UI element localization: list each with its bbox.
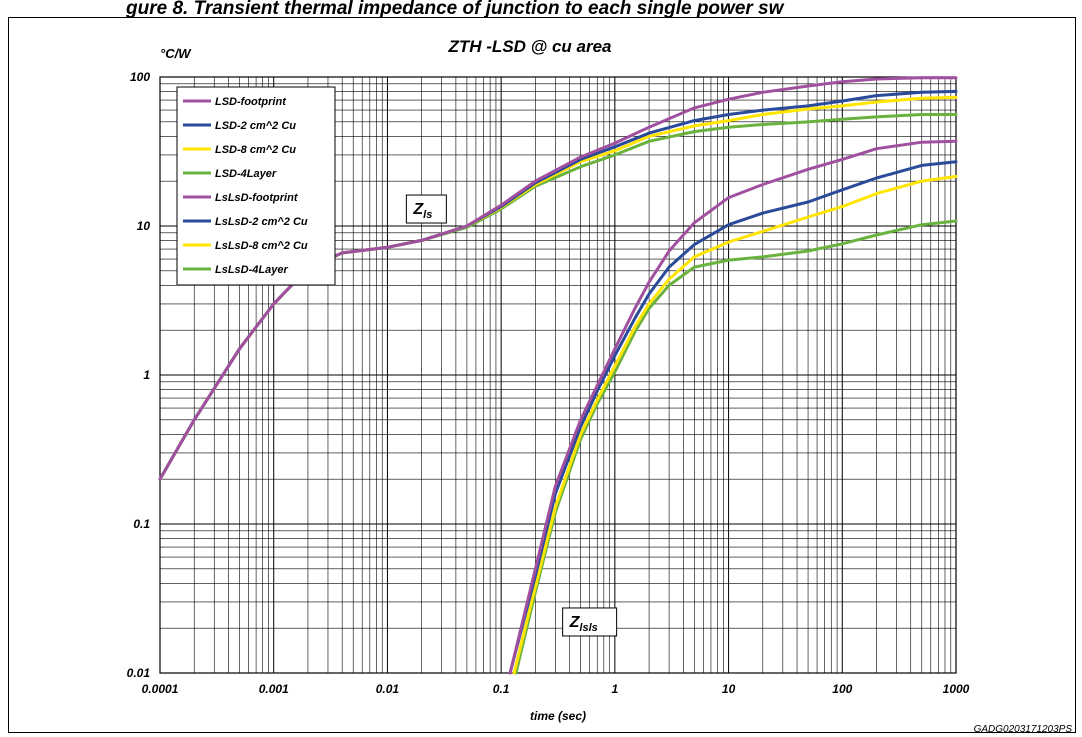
- series-line-lslsd-8-cm-2-cu: [512, 175, 958, 675]
- x-tick-label: 1: [612, 682, 619, 696]
- y-tick-label: 0.01: [127, 666, 151, 680]
- legend-label: LSD-footprint: [215, 96, 287, 108]
- annotation-z-lsls: Zlsls: [562, 607, 618, 637]
- legend-entry-lslsd-4layer: LsLsD-4Layer: [183, 264, 288, 276]
- legend-entry-lsd-4layer: LSD-4Layer: [183, 168, 277, 180]
- x-tick-label: 1000: [943, 682, 970, 696]
- y-tick-label: 0.1: [133, 517, 150, 531]
- series-line-lslsd-footprint: [508, 139, 958, 675]
- figure-code: GADG0203171203PS: [974, 724, 1073, 735]
- y-tick-labels: 0.01 0.1 1 10 100: [127, 70, 151, 680]
- legend-entry-lsd-footprint: LSD-footprint: [183, 96, 287, 108]
- series-line-lslsd-2-cm-2-cu: [508, 160, 958, 675]
- figure-frame: [8, 17, 1076, 733]
- annotation-label: Zls: [412, 201, 432, 221]
- legend-entry-lsd-8-cm-2-cu: LSD-8 cm^2 Cu: [183, 144, 296, 156]
- x-tick-label: 10: [722, 682, 736, 696]
- annotation-box: [562, 607, 618, 637]
- legend-label: LSD-8 cm^2 Cu: [215, 144, 296, 156]
- legend-label: LsLsD-footprint: [215, 192, 299, 204]
- legend-entry-lsd-2-cm-2-cu: LSD-2 cm^2 Cu: [183, 120, 296, 132]
- annotation-label: Zlsls: [569, 614, 598, 634]
- x-tick-label: 0.001: [259, 682, 289, 696]
- figure-caption-fragment: gure 8. Transient thermal impedance of j…: [125, 0, 785, 19]
- x-tick-label: 0.01: [376, 682, 400, 696]
- y-tick-label: 100: [130, 70, 150, 84]
- legend-label: LsLsD-4Layer: [215, 264, 288, 276]
- chart-title: ZTH -LSD @ cu area: [448, 37, 612, 56]
- series-layer: [158, 76, 958, 675]
- x-tick-label: 0.0001: [142, 682, 179, 696]
- legend-label: LSD-4Layer: [215, 168, 277, 180]
- y-axis-label: °C/W: [160, 46, 192, 61]
- legend-label: LsLsD-2 cm^2 Cu: [215, 216, 308, 228]
- series-line-lsd-footprint: [158, 76, 958, 481]
- x-axis-label: time (sec): [530, 709, 586, 723]
- plot-area: [159, 76, 957, 674]
- legend-label: LSD-2 cm^2 Cu: [215, 120, 296, 132]
- y-tick-label: 1: [143, 368, 150, 382]
- series-line-lslsd-4layer: [514, 219, 958, 675]
- y-tick-label: 10: [137, 219, 151, 233]
- legend-entry-lslsd-2-cm-2-cu: LsLsD-2 cm^2 Cu: [183, 216, 308, 228]
- legend-label: LsLsD-8 cm^2 Cu: [215, 240, 308, 252]
- x-tick-label: 0.1: [493, 682, 510, 696]
- annotation-z-ls: Zls: [405, 194, 447, 224]
- x-tick-label: 100: [832, 682, 852, 696]
- legend: LSD-footprint LSD-2 cm^2 Cu LSD-8 cm^2 Cu L…: [176, 86, 336, 286]
- legend-entry-lslsd-8-cm-2-cu: LsLsD-8 cm^2 Cu: [183, 240, 308, 252]
- annotation-box: [405, 194, 447, 224]
- x-tick-labels: 0.0001 0.001 0.01 0.1 1 10 100 1000: [142, 682, 970, 696]
- legend-entry-lslsd-footprint: LsLsD-footprint: [183, 192, 299, 204]
- annotations: Zls Zlsls: [405, 194, 618, 637]
- legend-box: [176, 86, 336, 286]
